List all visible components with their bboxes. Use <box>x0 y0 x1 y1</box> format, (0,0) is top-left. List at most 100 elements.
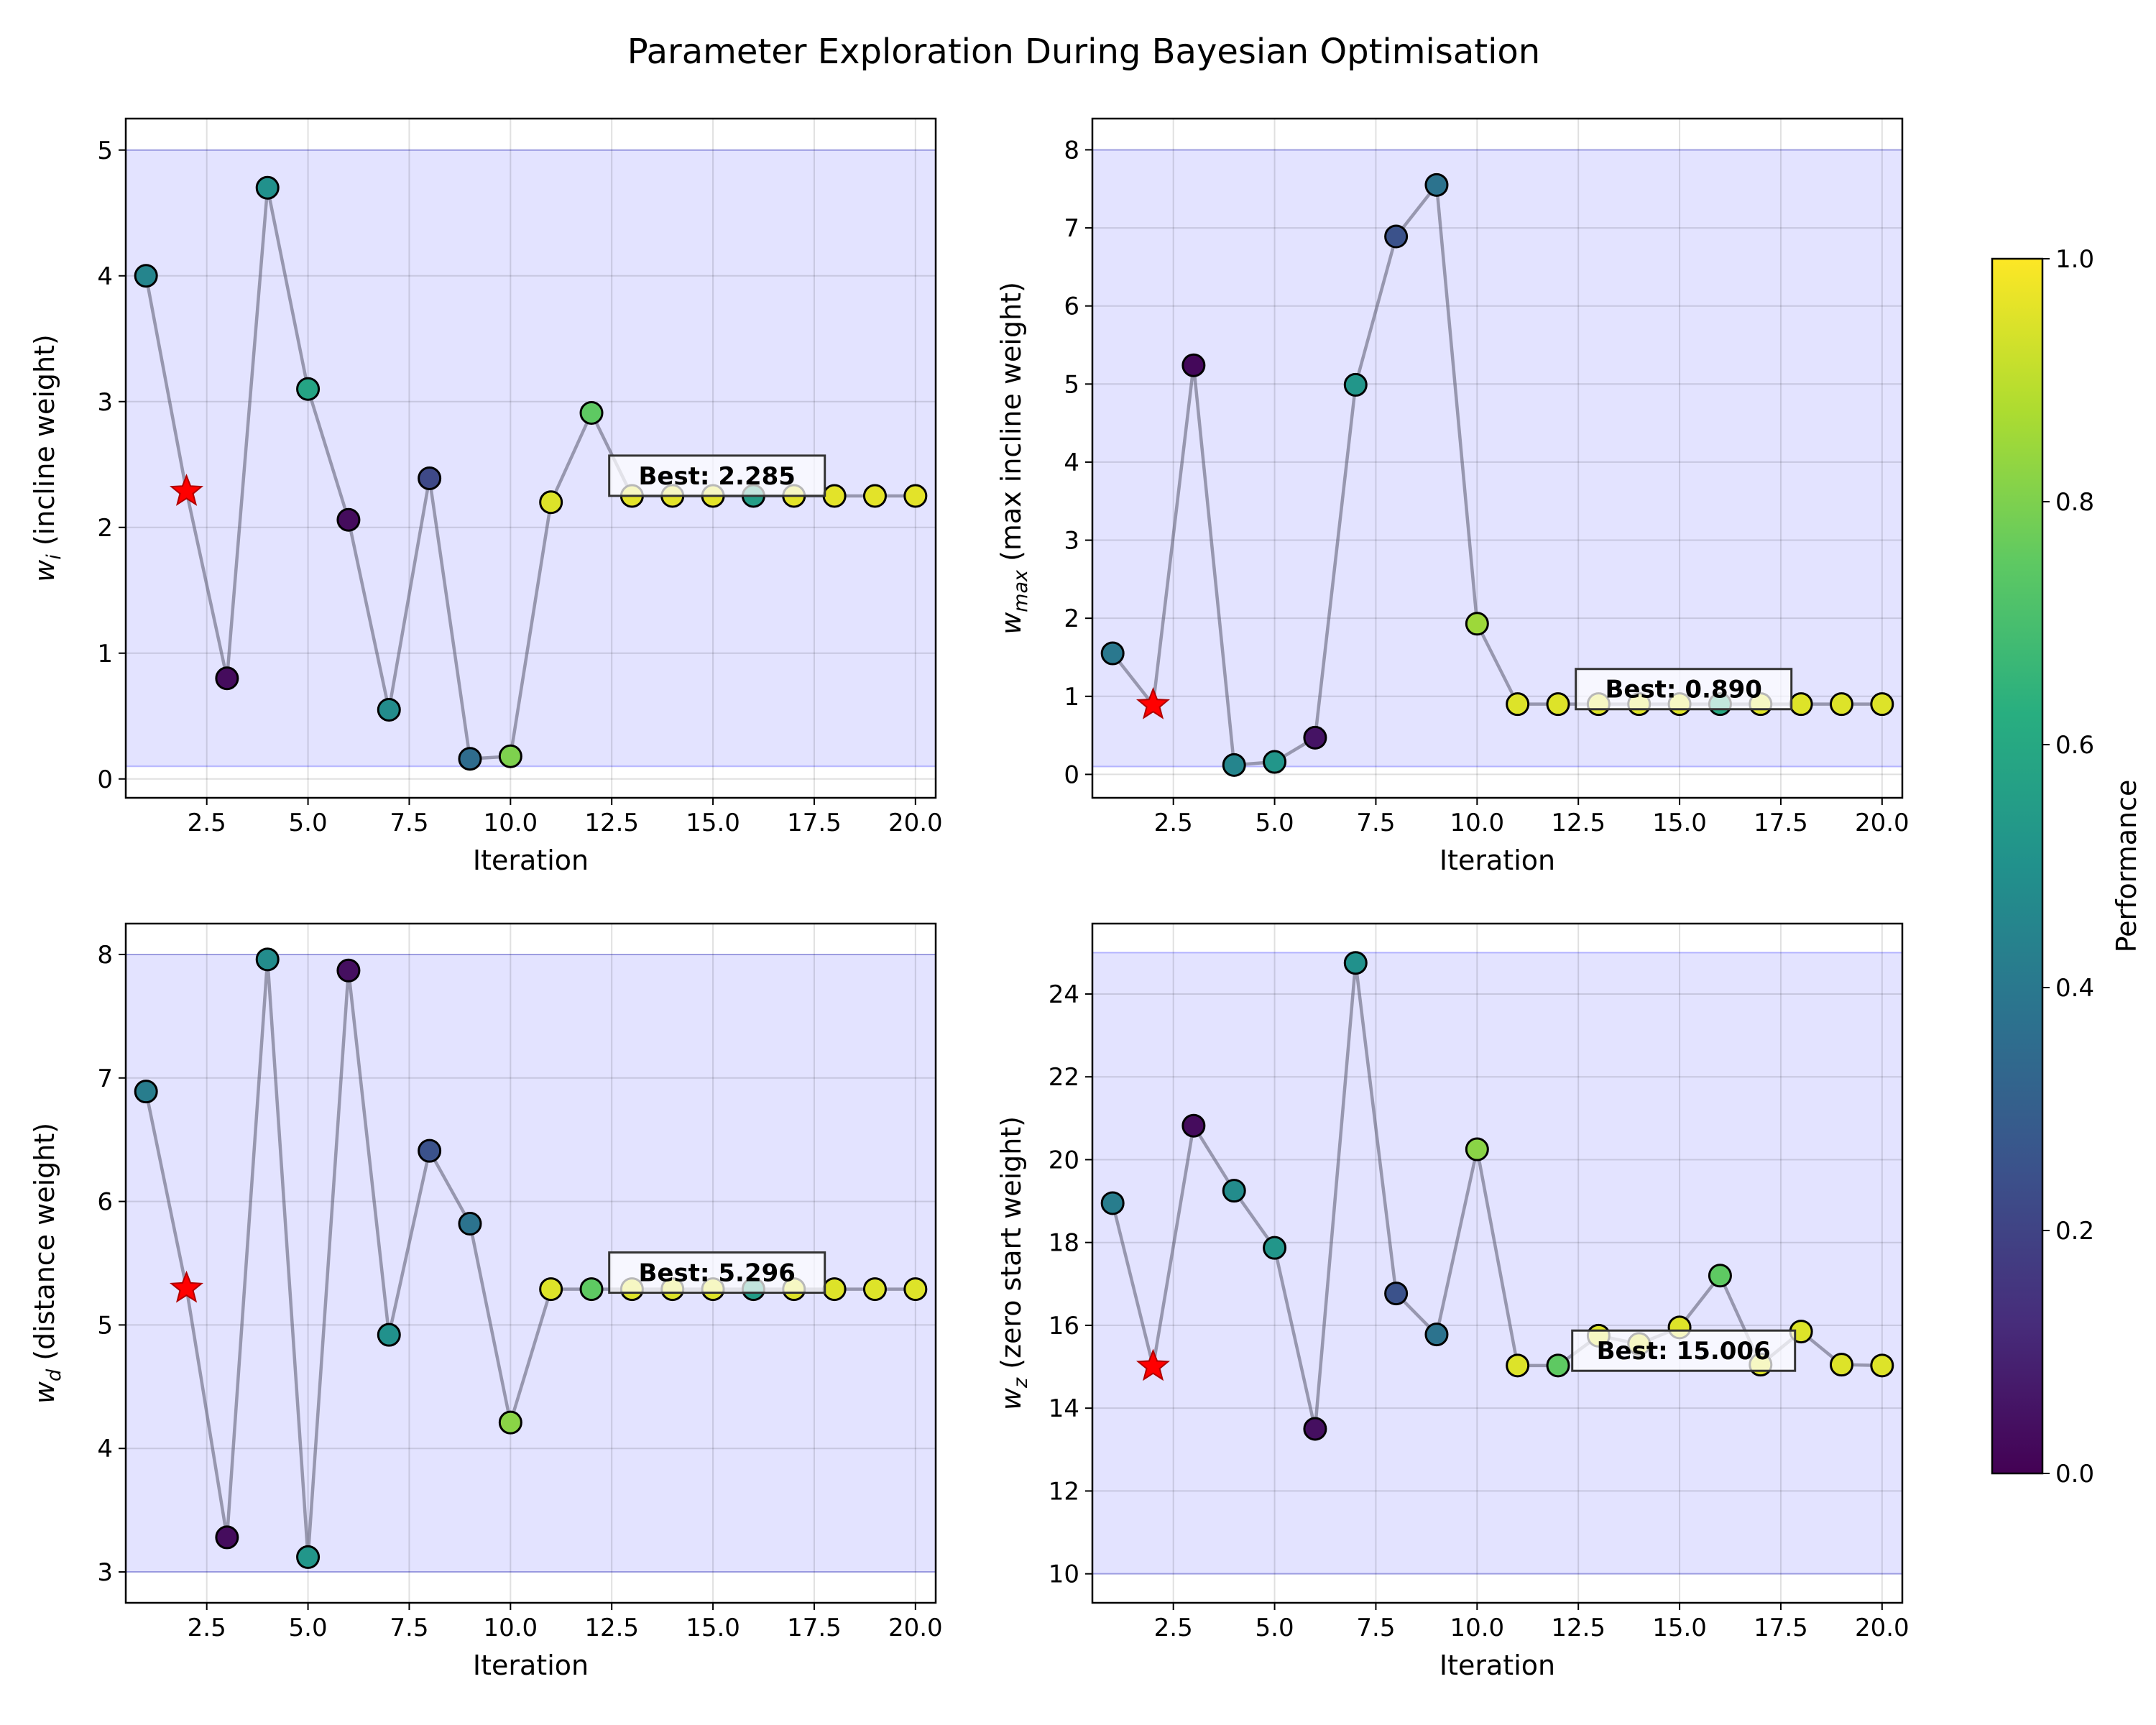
data-point <box>296 1545 321 1569</box>
x-tick-label: 17.5 <box>787 809 842 837</box>
x-tick-label: 20.0 <box>1855 809 1909 837</box>
data-point <box>903 484 928 508</box>
y-tick-label: 4 <box>1064 448 1079 477</box>
x-tick-label: 5.0 <box>1256 809 1294 837</box>
x-tick-label: 2.5 <box>188 1614 226 1642</box>
y-tick-label: 1 <box>1064 683 1079 712</box>
y-tick-label: 12 <box>1049 1477 1079 1506</box>
y-tick-label: 4 <box>97 1435 113 1463</box>
x-tick-label: 10.0 <box>483 809 538 837</box>
x-axis-label: Iteration <box>473 845 589 876</box>
data-point <box>1222 753 1246 777</box>
axes-frame <box>124 117 937 799</box>
y-tick-label: 16 <box>1049 1312 1079 1340</box>
data-point <box>418 1138 442 1163</box>
subplot-bottom-right: Best: 15.006 2.5 5.0 7.5 10.0 12.5 15.0 17.5 20.… <box>995 922 1909 1681</box>
data-point <box>1870 692 1894 717</box>
x-tick-label: 15.0 <box>1652 809 1707 837</box>
y-tick-label: 7 <box>1064 214 1079 243</box>
x-axis-label: Iteration <box>1439 845 1555 876</box>
best-label: Best: 15.006 <box>1597 1337 1771 1366</box>
x-tick-label: 2.5 <box>188 809 226 837</box>
best-label-box <box>608 454 826 497</box>
data-point <box>1424 1322 1449 1347</box>
data-point <box>1465 612 1489 636</box>
y-tick-label: 10 <box>1049 1560 1079 1589</box>
x-axis-label: Iteration <box>473 1650 589 1681</box>
y-tick-label: 7 <box>97 1064 113 1093</box>
data-point <box>579 401 604 425</box>
data-point <box>134 1080 158 1104</box>
y-tick-label: 2 <box>1064 604 1079 633</box>
data-point <box>1506 692 1530 717</box>
y-tick-label: 3 <box>1064 527 1079 556</box>
data-point <box>539 1277 563 1302</box>
data-point <box>458 747 482 771</box>
subplot-top-right: Best: 0.890 2.5 5.0 7.5 10.0 12.5 15.0 17.5 20.0… <box>995 117 1909 876</box>
y-axis-label: wi (incline weight) <box>29 334 65 582</box>
colorbar-tick-label: 0.2 <box>2055 1217 2094 1246</box>
data-point <box>1424 172 1449 197</box>
data-point <box>1829 1353 1853 1377</box>
data-point <box>215 1525 239 1550</box>
data-point <box>1222 1179 1246 1203</box>
y-tick-label: 18 <box>1049 1229 1079 1258</box>
data-point <box>1546 1353 1570 1378</box>
subplot-bottom-left: Best: 5.296 2.5 5.0 7.5 10.0 12.5 15.0 17.5 20.0… <box>29 922 943 1681</box>
colorbar-gradient <box>1992 259 2042 1473</box>
data-point <box>1303 725 1327 750</box>
x-tick-label: 2.5 <box>1154 1614 1193 1642</box>
data-point <box>1181 1113 1206 1138</box>
y-tick-label: 0 <box>1064 760 1079 789</box>
axes-frame <box>1091 117 1904 799</box>
data-point <box>296 377 321 401</box>
axes-frame <box>1091 922 1904 1604</box>
subplot-top-left: Best: 2.285 2.5 5.0 7.5 10.0 12.5 15.0 17.5 20.0… <box>29 117 943 876</box>
x-tick-label: 12.5 <box>584 1614 639 1642</box>
data-point <box>1384 1282 1409 1306</box>
best-point-star <box>1135 686 1171 719</box>
x-tick-label: 2.5 <box>1154 809 1193 837</box>
data-point <box>822 1277 847 1302</box>
x-tick-label: 10.0 <box>1450 809 1504 837</box>
x-tick-label: 7.5 <box>1356 1614 1395 1642</box>
data-point <box>1181 353 1206 377</box>
figure-title: Parameter Exploration During Bayesian Op… <box>627 32 1540 72</box>
colorbar-tick-label: 0.8 <box>2055 488 2094 517</box>
colorbar-tick-label: 1.0 <box>2055 245 2094 274</box>
y-tick-label: 14 <box>1049 1394 1079 1423</box>
data-point <box>1263 750 1287 774</box>
y-axis-label: wmax (max incline weight) <box>995 282 1032 635</box>
data-point <box>579 1277 604 1302</box>
data-point <box>498 1410 522 1435</box>
x-tick-label: 12.5 <box>1551 809 1606 837</box>
data-point <box>903 1277 928 1302</box>
y-tick-label: 2 <box>97 514 113 543</box>
y-tick-label: 0 <box>97 765 113 794</box>
x-tick-label: 20.0 <box>888 1614 943 1642</box>
x-tick-label: 5.0 <box>289 809 328 837</box>
y-tick-label: 1 <box>97 640 113 668</box>
data-point <box>862 484 887 508</box>
data-point <box>1789 692 1813 717</box>
colorbar-frame <box>1991 257 2044 1475</box>
data-point <box>1263 1236 1287 1260</box>
x-tick-label: 5.0 <box>1256 1614 1294 1642</box>
data-point <box>336 507 361 532</box>
colorbar-tick-label: 0.6 <box>2055 731 2094 760</box>
data-point <box>418 466 442 490</box>
y-tick-label: 24 <box>1049 980 1079 1009</box>
x-tick-label: 15.0 <box>686 1614 740 1642</box>
data-point <box>1343 372 1368 397</box>
x-tick-label: 7.5 <box>390 1614 428 1642</box>
x-tick-label: 7.5 <box>390 809 428 837</box>
y-tick-label: 3 <box>97 1558 113 1587</box>
best-label: Best: 0.890 <box>1605 676 1761 704</box>
data-point <box>1829 692 1853 717</box>
data-point <box>1506 1353 1530 1378</box>
data-point <box>336 958 361 983</box>
x-tick-label: 15.0 <box>686 809 740 837</box>
data-point <box>1303 1417 1327 1441</box>
data-point <box>1708 1264 1732 1288</box>
